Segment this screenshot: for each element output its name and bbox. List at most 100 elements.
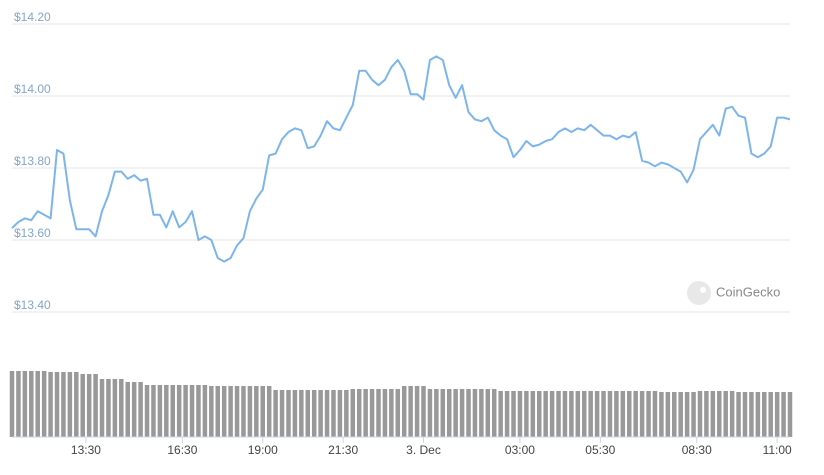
volume-bar xyxy=(119,379,124,437)
volume-bar xyxy=(627,391,632,437)
volume-bar xyxy=(485,389,491,437)
volume-bar xyxy=(787,392,793,437)
volume-bar xyxy=(446,389,452,437)
volume-bar xyxy=(350,389,356,437)
volume-bar xyxy=(131,382,137,437)
volume-bar xyxy=(311,390,317,437)
volume-bar xyxy=(665,392,671,437)
volume-bar xyxy=(556,391,561,437)
volume-bar xyxy=(106,379,111,437)
volume-bar xyxy=(697,391,703,437)
volume-bar xyxy=(86,374,92,437)
volume-bar xyxy=(646,391,651,437)
volume-bar xyxy=(575,391,581,437)
volume-bar xyxy=(504,391,510,437)
x-tick-label: 19:00 xyxy=(248,443,278,457)
volume-bar xyxy=(620,391,626,437)
volume-bar xyxy=(344,390,349,437)
volume-bar xyxy=(254,386,259,437)
volume-bar xyxy=(652,391,658,437)
volume-bar xyxy=(266,386,272,437)
volume-bar xyxy=(536,391,542,437)
volume-bar xyxy=(524,391,529,437)
volume-bar xyxy=(678,392,683,437)
volume-bar xyxy=(691,392,696,437)
volume-bar xyxy=(279,390,285,437)
volume-bar xyxy=(151,385,156,437)
volume-bar xyxy=(337,390,343,437)
volume-bar xyxy=(61,372,66,437)
volume-bar xyxy=(684,392,690,437)
volume-bar xyxy=(67,372,73,437)
volume-bar xyxy=(189,385,195,437)
volume-bar xyxy=(241,386,246,437)
volume-bar xyxy=(588,391,593,437)
volume-bar xyxy=(633,391,638,437)
volume-bar xyxy=(35,371,40,437)
volume-bar xyxy=(421,386,426,437)
volume-bar xyxy=(749,392,754,437)
volume-bar xyxy=(543,391,548,437)
y-tick-label: $14.20 xyxy=(14,10,51,24)
volume-bar xyxy=(401,386,407,437)
volume-bar xyxy=(221,386,227,437)
volume-bar xyxy=(176,385,182,437)
volume-bar xyxy=(511,391,516,437)
volume-bar xyxy=(356,389,362,437)
price-line xyxy=(11,55,791,263)
x-tick-label: 21:30 xyxy=(328,443,358,457)
volume-bar xyxy=(704,391,709,437)
volume-bar xyxy=(157,385,163,437)
volume-bar xyxy=(363,389,368,437)
volume-bar xyxy=(164,385,169,437)
volume-bar xyxy=(466,389,471,437)
volume-bar xyxy=(80,374,85,437)
watermark-text: CoinGecko xyxy=(716,284,780,299)
volume-bar xyxy=(144,385,150,437)
volume-bar xyxy=(74,372,79,437)
volume-bar xyxy=(408,386,413,437)
volume-bar xyxy=(99,379,105,437)
volume-bar xyxy=(530,391,536,437)
volume-bar xyxy=(324,390,330,437)
x-tick-label: 13:30 xyxy=(71,443,101,457)
volume-bar xyxy=(292,390,298,437)
volume-bar xyxy=(459,389,465,437)
volume-bar xyxy=(318,390,323,437)
volume-bar xyxy=(614,391,619,437)
volume-bar xyxy=(228,386,233,437)
x-tick-label: 16:30 xyxy=(167,443,197,457)
volume-bar xyxy=(48,372,53,437)
x-tick-label: 08:30 xyxy=(682,443,712,457)
volume-bar xyxy=(742,392,748,437)
volume-bar xyxy=(29,371,34,437)
volume-bar xyxy=(112,379,118,437)
volume-bar xyxy=(305,390,311,437)
x-tick-label: 3. Dec xyxy=(406,443,441,457)
volume-bar xyxy=(331,390,336,437)
volume-bar xyxy=(755,392,761,437)
volume-bar xyxy=(369,389,375,437)
volume-bar xyxy=(723,391,728,437)
volume-bar xyxy=(736,392,741,437)
volume-bar xyxy=(762,392,767,437)
volume-bar xyxy=(9,371,15,437)
volume-bar xyxy=(395,389,401,437)
x-tick-label: 11:00 xyxy=(763,443,792,457)
volume-bar xyxy=(562,391,568,437)
volume-bar xyxy=(215,386,221,437)
watermark-logo xyxy=(687,281,711,305)
volume-bar xyxy=(774,392,780,437)
watermark: CoinGecko xyxy=(687,281,780,305)
volume-bar xyxy=(414,386,420,437)
volume-bar xyxy=(41,371,47,437)
volume-bar xyxy=(601,391,606,437)
volume-bar xyxy=(196,385,201,437)
volume-bar xyxy=(234,386,240,437)
volume-bar xyxy=(427,389,433,437)
volume-bar xyxy=(382,389,388,437)
volume-bar xyxy=(434,389,439,437)
volume-bar xyxy=(54,372,60,437)
volume-bar xyxy=(768,392,773,437)
